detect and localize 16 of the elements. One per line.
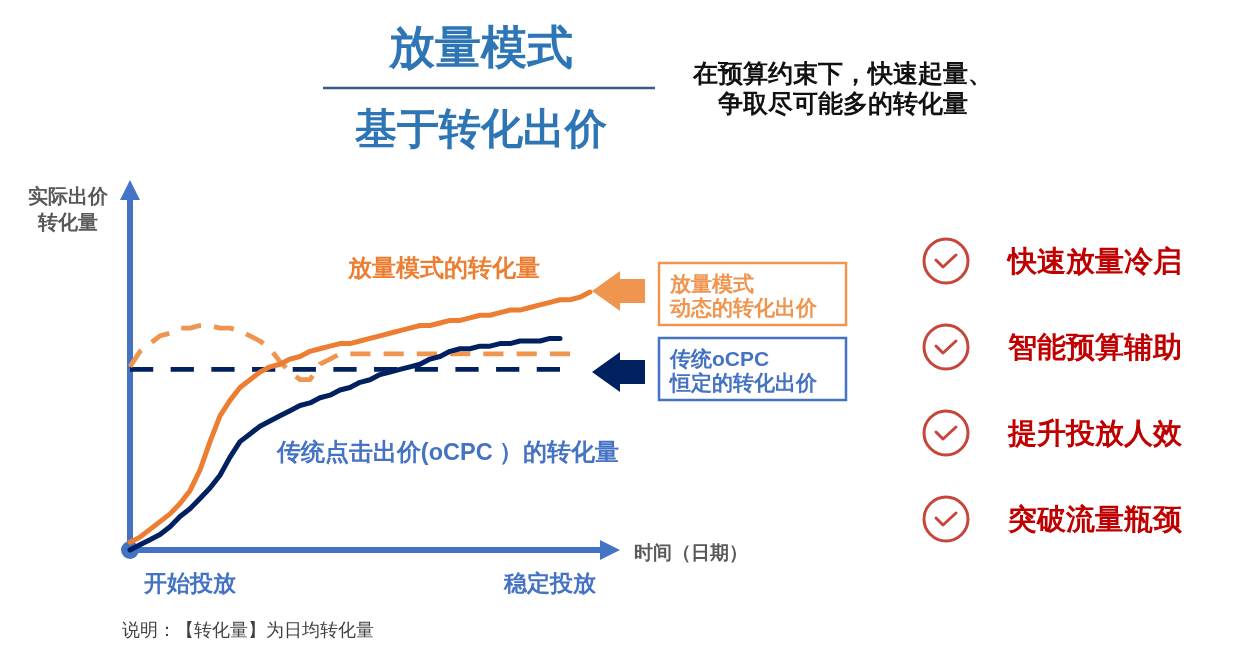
series-label: 传统点击出价(oCPC ）的转化量: [275, 439, 620, 465]
text: 提升投放人效: [1007, 417, 1183, 449]
x-tick-label: 稳定投放: [503, 570, 597, 596]
chart-subtitle: 基于转化出价: [354, 104, 608, 152]
legend-label: 放量模式动态的转化出价: [669, 271, 818, 319]
chart-title: 放量模式: [388, 21, 573, 73]
text: 突破流量瓶颈: [1007, 503, 1182, 535]
x-axis-title: 时间（日期）: [634, 541, 748, 563]
text: 在预算约束下，快速起量、争取尽可能多的转化量: [692, 59, 993, 117]
legend-label: 传统oCPC恒定的转化出价: [668, 346, 818, 394]
text: 快速放量冷启: [1006, 245, 1182, 277]
x-tick-label: 开始投放: [143, 570, 237, 596]
text: 说明：【转化量】为日均转化量: [122, 620, 374, 640]
series-label: 放量模式的转化量: [347, 255, 540, 281]
y-axis-title: 实际出价转化量: [28, 185, 109, 233]
text: 智能预算辅助: [1007, 331, 1182, 363]
